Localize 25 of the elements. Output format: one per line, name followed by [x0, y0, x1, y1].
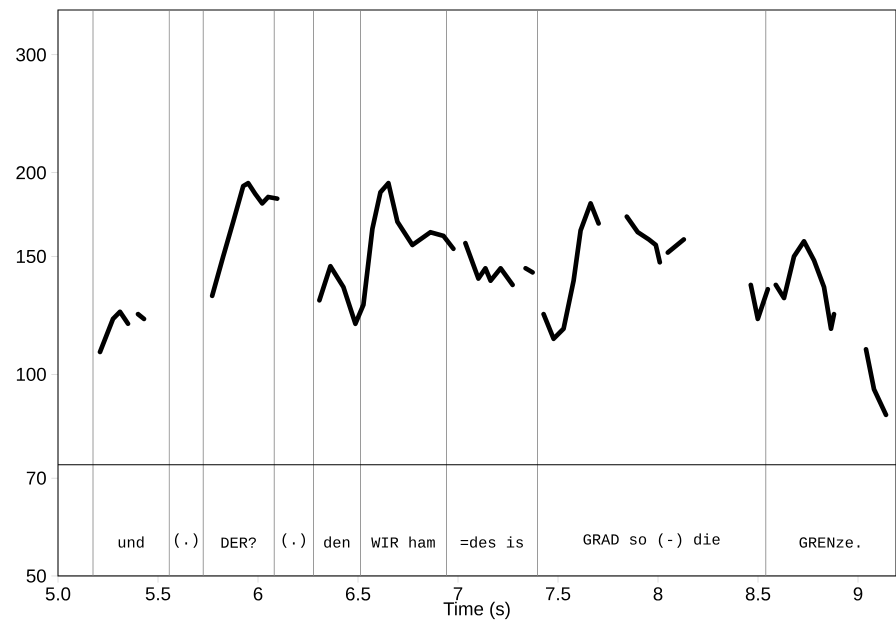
annotation: DER?	[222, 537, 256, 548]
x-tick-label: 7.5	[546, 587, 570, 600]
annotation: (.)	[282, 533, 306, 548]
x-tick-label: 6	[254, 587, 262, 601]
x-tick-label: 7	[454, 587, 462, 600]
annotation: den	[324, 536, 350, 548]
x-tick-label: 6.5	[346, 587, 370, 601]
y-tick-label: 50	[26, 569, 46, 583]
x-tick-label: 5.5	[146, 587, 170, 600]
annotation: und	[118, 536, 144, 548]
annotation: WIR ham	[371, 536, 435, 548]
annotation: GRAD so (-) die	[584, 533, 720, 548]
annotation: =des is	[460, 536, 523, 548]
x-tick-label: 8	[654, 587, 662, 601]
x-tick-label: 5.0	[46, 587, 70, 601]
y-tick-label: 200	[16, 166, 46, 180]
y-tick-label: 300	[16, 48, 46, 62]
annotation: GRENze.	[800, 537, 860, 548]
y-tick-label: 150	[16, 250, 46, 264]
annotation: (.)	[174, 533, 198, 548]
x-axis-title: Time (s)	[444, 602, 510, 620]
y-tick-label: 70	[26, 472, 46, 485]
x-tick-label: 9	[854, 587, 862, 601]
x-tick-label: 8.5	[746, 587, 770, 601]
y-tick-label: 100	[16, 368, 46, 381]
